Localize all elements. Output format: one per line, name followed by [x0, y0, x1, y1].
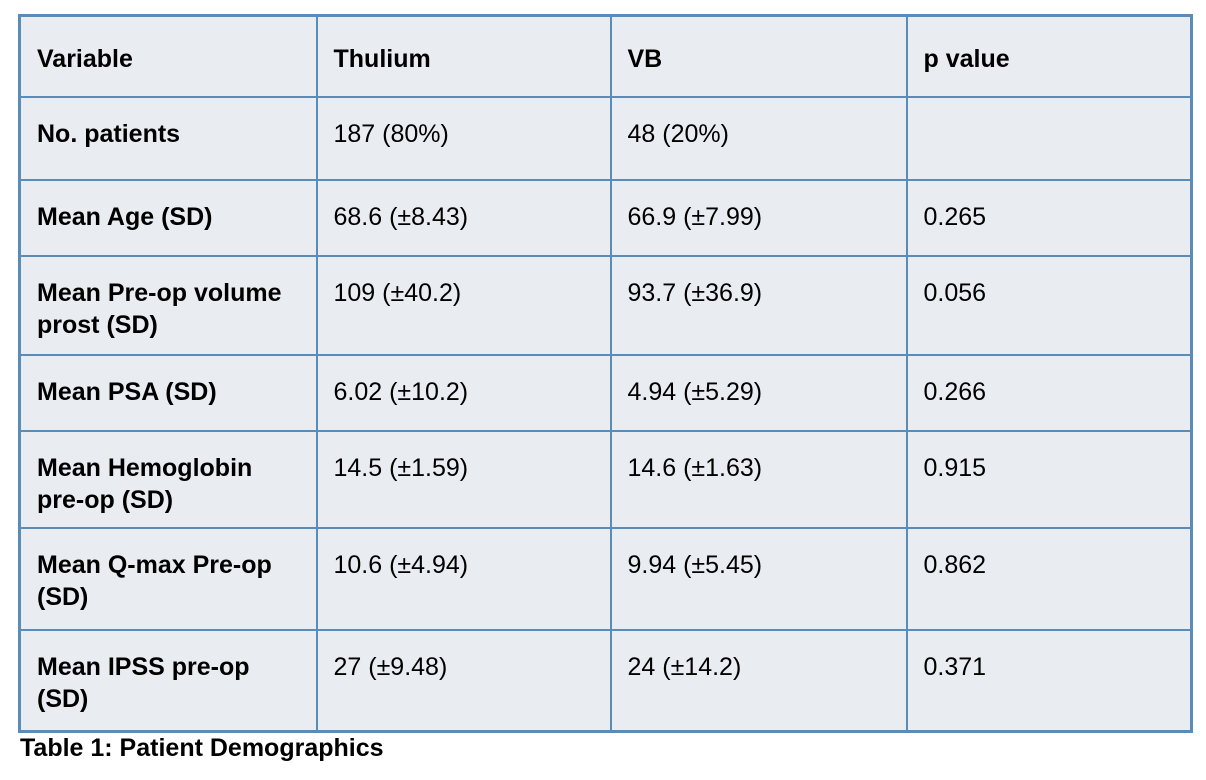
vb-value: 24 (±14.2) — [609, 628, 908, 733]
row-label: Mean Pre-op volume prost (SD) — [18, 254, 318, 356]
thulium-value: 6.02 (±10.2) — [315, 353, 612, 432]
vb-value: 93.7 (±36.9) — [609, 254, 908, 356]
table-row: Mean Hemoglobin pre-op (SD) 14.5 (±1.59)… — [18, 429, 1193, 529]
row-label: Mean IPSS pre-op (SD) — [18, 628, 318, 733]
vb-value: 48 (20%) — [609, 95, 908, 181]
table-row: Mean Pre-op volume prost (SD) 109 (±40.2… — [18, 254, 1193, 356]
row-label: Mean Q-max Pre-op (SD) — [18, 526, 318, 631]
thulium-value: 109 (±40.2) — [315, 254, 612, 356]
p-value: 0.371 — [905, 628, 1193, 733]
patient-demographics-table: Variable Thulium VB p value No. patients… — [18, 14, 1193, 733]
vb-value: 14.6 (±1.63) — [609, 429, 908, 529]
table-row: Mean Q-max Pre-op (SD) 10.6 (±4.94) 9.94… — [18, 526, 1193, 631]
table-row: Mean IPSS pre-op (SD) 27 (±9.48) 24 (±14… — [18, 628, 1193, 733]
column-header-variable: Variable — [18, 14, 318, 98]
thulium-value: 10.6 (±4.94) — [315, 526, 612, 631]
vb-value: 4.94 (±5.29) — [609, 353, 908, 432]
header-row: Variable Thulium VB p value — [18, 14, 1193, 98]
p-value: 0.056 — [905, 254, 1193, 356]
row-label: Mean PSA (SD) — [18, 353, 318, 432]
row-label: Mean Hemoglobin pre-op (SD) — [18, 429, 318, 529]
p-value: 0.862 — [905, 526, 1193, 631]
table-row: Mean PSA (SD) 6.02 (±10.2) 4.94 (±5.29) … — [18, 353, 1193, 432]
thulium-value: 187 (80%) — [315, 95, 612, 181]
table-row: Mean Age (SD) 68.6 (±8.43) 66.9 (±7.99) … — [18, 178, 1193, 257]
column-header-thulium: Thulium — [315, 14, 612, 98]
p-value: 0.266 — [905, 353, 1193, 432]
table-row: No. patients 187 (80%) 48 (20%) — [18, 95, 1193, 181]
column-header-vb: VB — [609, 14, 908, 98]
p-value — [905, 95, 1193, 181]
p-value: 0.265 — [905, 178, 1193, 257]
thulium-value: 27 (±9.48) — [315, 628, 612, 733]
table-caption: Table 1: Patient Demographics — [20, 734, 384, 762]
thulium-value: 68.6 (±8.43) — [315, 178, 612, 257]
row-label: No. patients — [18, 95, 318, 181]
row-label: Mean Age (SD) — [18, 178, 318, 257]
p-value: 0.915 — [905, 429, 1193, 529]
thulium-value: 14.5 (±1.59) — [315, 429, 612, 529]
vb-value: 9.94 (±5.45) — [609, 526, 908, 631]
vb-value: 66.9 (±7.99) — [609, 178, 908, 257]
column-header-p-value: p value — [905, 14, 1193, 98]
